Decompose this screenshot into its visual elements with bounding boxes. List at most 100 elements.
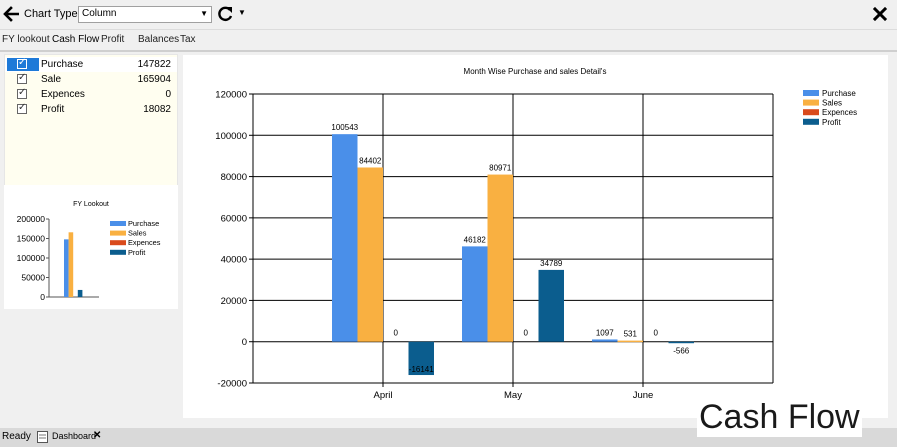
tab-fy-lookout[interactable]: FY lookout (2, 34, 50, 45)
y-tick-label: 200000 (17, 214, 46, 224)
page-caption: Cash Flow (697, 398, 862, 437)
fy-lookout-chart: FY Lookout 200000 150000 100000 50000 0 Purcha… (4, 185, 178, 309)
checkmark-icon: ✓ (18, 72, 27, 83)
bar-sales (617, 340, 643, 343)
data-label: 0 (524, 329, 529, 338)
bar-purchase (64, 239, 69, 297)
legend-label: Expences (128, 238, 161, 247)
tab-tax[interactable]: Tax (180, 34, 196, 45)
left-panel: ✓ Purchase 147822 ✓ Sale 165904 ✓ Expenc… (0, 52, 182, 420)
tab-balances[interactable]: Balances (138, 34, 180, 45)
document-icon (37, 431, 48, 443)
chevron-down-icon: ▼ (200, 9, 208, 18)
y-tick-label: 0 (40, 292, 45, 302)
chart-type-value: Column (82, 8, 117, 19)
y-tick-label: 120000 (215, 90, 247, 101)
legend-label: Purchase (128, 219, 159, 228)
checkbox[interactable]: ✓ (7, 72, 39, 86)
checklist-item-value: 147822 (137, 59, 171, 70)
refresh-icon[interactable] (216, 5, 234, 23)
legend-label: Purchase (822, 89, 856, 98)
close-icon[interactable] (873, 7, 887, 21)
tab-cash-flow[interactable]: Cash Flow (52, 34, 100, 45)
checklist-item-label: Sale (41, 74, 62, 85)
y-tick-label: 60000 (221, 213, 247, 224)
legend-swatch (803, 118, 819, 125)
legend-swatch (803, 90, 819, 96)
toolbar: Chart Type Column ▼ ▼ (0, 0, 897, 30)
data-label: 0 (394, 329, 399, 338)
checklist-item-value: 165904 (137, 74, 171, 85)
checklist-item-purchase[interactable]: ✓ Purchase 147822 (5, 57, 177, 72)
data-label: 46182 (464, 235, 487, 244)
bar-profit (77, 289, 83, 297)
chart-title: Month Wise Purchase and sales Detail's (464, 67, 607, 76)
y-tick-label: 150000 (17, 234, 46, 244)
bar-profit (408, 341, 434, 376)
tab-profit[interactable]: Profit (101, 34, 125, 45)
legend-label: Sales (128, 229, 147, 238)
bar-purchase (592, 339, 618, 342)
legend-swatch (110, 240, 126, 246)
checklist-item-value: 0 (165, 89, 171, 100)
checkbox[interactable]: ✓ (7, 57, 39, 71)
checklist-item-profit[interactable]: ✓ Profit 18082 (5, 102, 177, 117)
legend-swatch (803, 109, 819, 116)
back-arrow-icon[interactable] (3, 6, 19, 22)
legend-swatch (803, 99, 819, 106)
y-tick-label: 20000 (221, 296, 247, 307)
legend-label: Expences (822, 108, 857, 117)
bar-sales (487, 174, 513, 342)
data-label: 84402 (359, 156, 382, 165)
y-tick-label: 40000 (221, 255, 247, 266)
checkbox[interactable]: ✓ (7, 102, 39, 116)
tab-strip: FY lookout Cash Flow Profit Balances Tax (0, 30, 897, 50)
y-tick-label: 50000 (21, 273, 45, 283)
bar-profit (538, 269, 564, 342)
x-tick-label: June (633, 390, 654, 401)
chart-type-label: Chart Type (24, 8, 78, 20)
bar-sales (68, 232, 74, 297)
data-label: 531 (624, 330, 638, 339)
checkmark-icon: ✓ (18, 87, 27, 98)
y-tick-label: 100000 (215, 131, 247, 142)
tab-divider (0, 50, 897, 52)
data-label: 80971 (489, 164, 512, 173)
x-tick-label: May (504, 390, 522, 401)
bar-sales (357, 167, 383, 342)
checklist-item-sale[interactable]: ✓ Sale 165904 (5, 72, 177, 87)
checklist-item-label: Expences (41, 89, 85, 100)
checklist-item-expences[interactable]: ✓ Expences 0 (5, 87, 177, 102)
status-bar: Ready Dashboard ✕ (0, 428, 897, 447)
month-wise-chart: Month Wise Purchase and sales Detail's 12… (183, 55, 888, 418)
bar-profit (668, 341, 694, 344)
chart-title: FY Lookout (73, 201, 109, 208)
refresh-dropdown-icon[interactable]: ▼ (238, 8, 246, 17)
checkbox[interactable]: ✓ (7, 87, 39, 101)
y-tick-label: 100000 (17, 253, 46, 263)
legend-swatch (110, 221, 126, 226)
y-tick-label: 0 (242, 337, 247, 348)
bar-purchase (462, 246, 488, 342)
y-tick-label: -20000 (217, 379, 247, 390)
legend-label: Profit (128, 248, 145, 257)
data-label: 1097 (596, 328, 614, 337)
legend-swatch (110, 249, 126, 255)
checklist-item-label: Purchase (41, 59, 84, 70)
month-wise-chart-svg: Month Wise Purchase and sales Detail's 12… (215, 67, 857, 401)
data-label: 0 (654, 329, 659, 338)
fy-lookout-chart-svg: FY Lookout 200000 150000 100000 50000 0 Purcha… (17, 201, 161, 302)
x-tick-label: April (373, 390, 392, 401)
data-label: 100543 (331, 123, 358, 132)
checkmark-icon: ✓ (18, 102, 27, 113)
close-tab-icon[interactable]: ✕ (93, 430, 102, 441)
checklist-item-value: 18082 (143, 104, 171, 115)
chart-type-select[interactable]: Column ▼ (78, 6, 212, 23)
dashboard-tab-label: Dashboard (52, 431, 97, 441)
status-text: Ready (2, 431, 31, 442)
checkmark-icon: ✓ (18, 57, 27, 68)
data-label: -566 (673, 347, 690, 356)
legend-label: Sales (822, 99, 842, 108)
bar-purchase (332, 134, 358, 342)
